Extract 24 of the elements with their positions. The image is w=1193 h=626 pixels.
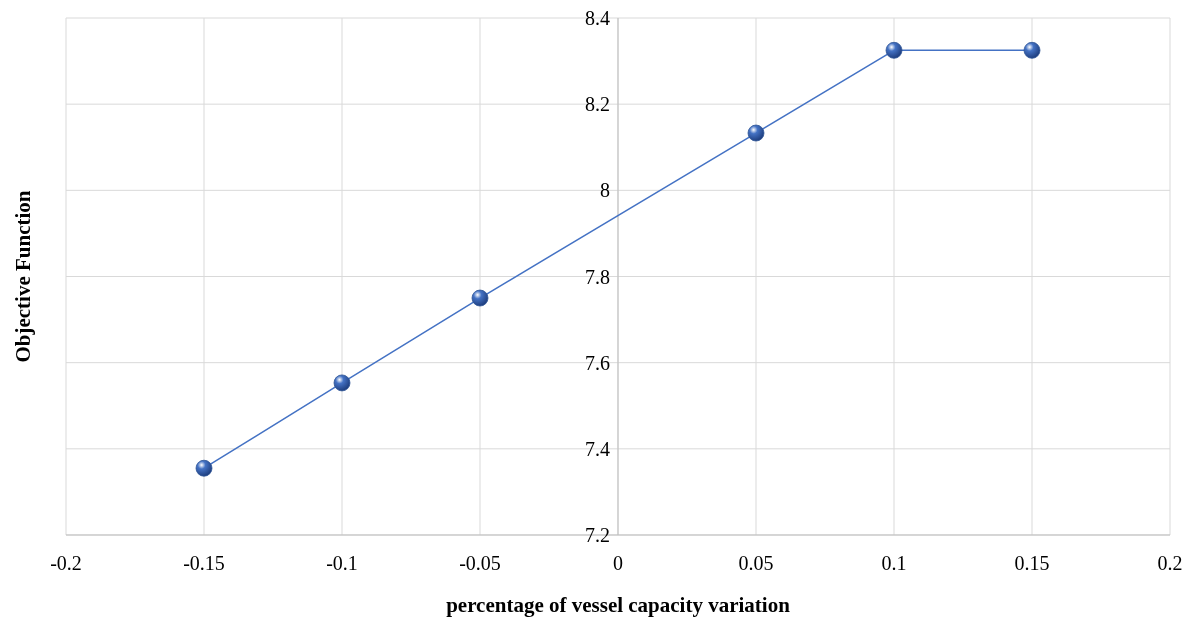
point [885,41,903,59]
x-tick-label: -0.15 [183,552,225,574]
x-tick-label: -0.05 [459,552,501,574]
point [747,124,765,142]
point [471,289,489,307]
x-tick-label: 0.05 [738,552,774,574]
y-tick-label: 7.8 [585,265,610,288]
x-axis-title: percentage of vessel capacity variation [446,593,791,617]
y-tick-label: 7.6 [585,351,610,374]
x-tick-label: 0.2 [1157,552,1183,574]
point [1023,41,1041,59]
y-tick-label: 7.4 [585,437,610,460]
x-tick-label: -0.2 [50,552,82,574]
x-tick-label: 0.1 [881,552,907,574]
point [195,459,213,477]
x-tick-label: 0.15 [1014,552,1050,574]
y-tick-label: 8 [600,179,610,202]
x-tick-label: 0 [613,552,623,574]
point [333,374,351,392]
y-axis-title: Objective Function [11,190,35,363]
y-tick-label: 8.4 [585,7,610,29]
x-tick-label: -0.1 [326,552,358,574]
y-tick-label: 8.2 [585,93,610,116]
y-tick-label: 7.2 [585,524,610,546]
